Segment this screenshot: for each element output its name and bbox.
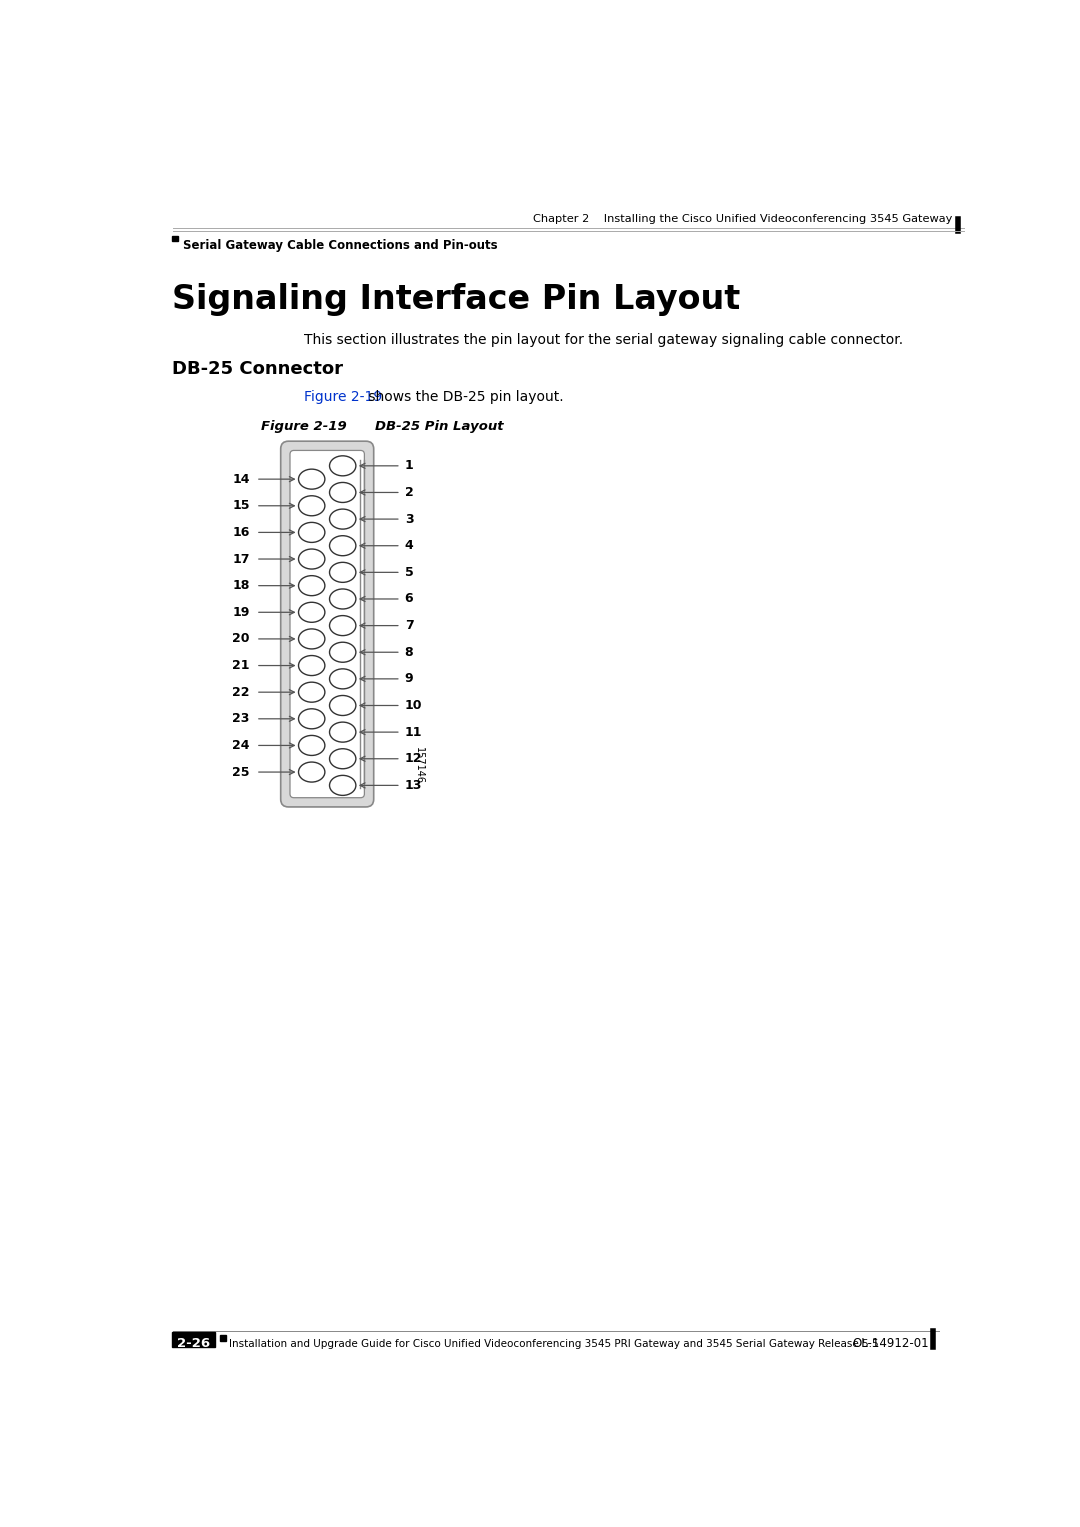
Ellipse shape [298,469,325,489]
Text: 1: 1 [405,460,414,472]
Ellipse shape [298,655,325,675]
Text: 13: 13 [405,779,422,793]
Text: 11: 11 [405,725,422,739]
Bar [172,235,177,241]
Text: This section illustrates the pin layout for the serial gateway signaling cable c: This section illustrates the pin layout … [303,333,903,347]
Ellipse shape [329,562,356,582]
Text: Signaling Interface Pin Layout: Signaling Interface Pin Layout [172,284,741,316]
Text: 7: 7 [405,618,414,632]
Text: 8: 8 [405,646,414,658]
Ellipse shape [329,722,356,742]
Text: 22: 22 [232,686,249,699]
Text: Chapter 2    Installing the Cisco Unified Videoconferencing 3545 Gateway: Chapter 2 Installing the Cisco Unified V… [534,214,953,224]
Ellipse shape [298,629,325,649]
Text: Figure 2-19: Figure 2-19 [260,420,347,434]
Text: 6: 6 [405,592,414,606]
Text: 12: 12 [405,753,422,765]
FancyBboxPatch shape [291,450,364,797]
Ellipse shape [329,536,356,556]
Text: 19: 19 [232,606,249,618]
Ellipse shape [298,496,325,516]
Text: 25: 25 [232,765,249,779]
Text: Figure 2-19: Figure 2-19 [303,389,382,403]
Ellipse shape [298,762,325,782]
Text: DB-25 Pin Layout: DB-25 Pin Layout [375,420,504,434]
Text: 17: 17 [232,553,249,565]
Ellipse shape [329,643,356,663]
Ellipse shape [298,736,325,756]
Ellipse shape [298,522,325,542]
Text: 15: 15 [232,499,249,512]
Ellipse shape [298,550,325,570]
Text: 2: 2 [405,486,414,499]
Ellipse shape [329,615,356,635]
Text: DB-25 Connector: DB-25 Connector [172,360,343,379]
Ellipse shape [329,483,356,502]
Ellipse shape [329,748,356,768]
Text: OL-14912-01: OL-14912-01 [853,1338,930,1350]
Text: 24: 24 [232,739,249,751]
Text: Serial Gateway Cable Connections and Pin-outs: Serial Gateway Cable Connections and Pin… [183,238,498,252]
Ellipse shape [329,776,356,796]
Bar [220,1335,226,1341]
Text: 5: 5 [405,567,414,579]
Ellipse shape [329,589,356,609]
Text: 4: 4 [405,539,414,553]
Ellipse shape [298,683,325,702]
Text: shows the DB-25 pin layout.: shows the DB-25 pin layout. [364,389,564,403]
Text: 157146: 157146 [414,747,423,783]
Ellipse shape [298,709,325,728]
Ellipse shape [329,508,356,528]
Text: Installation and Upgrade Guide for Cisco Unified Videoconferencing 3545 PRI Gate: Installation and Upgrade Guide for Cisco… [229,1339,878,1348]
Ellipse shape [298,576,325,596]
Ellipse shape [329,669,356,689]
Ellipse shape [329,457,356,476]
Text: 16: 16 [232,525,249,539]
Text: 23: 23 [232,712,249,725]
Text: 3: 3 [405,513,414,525]
FancyBboxPatch shape [281,441,374,806]
Text: 20: 20 [232,632,249,646]
Text: 10: 10 [405,699,422,712]
Text: 18: 18 [232,579,249,592]
Text: 21: 21 [232,660,249,672]
Bar [172,1332,215,1347]
Text: 14: 14 [232,473,249,486]
Ellipse shape [329,695,356,716]
Text: 2-26: 2-26 [176,1338,210,1350]
Ellipse shape [298,602,325,623]
Text: 9: 9 [405,672,414,686]
